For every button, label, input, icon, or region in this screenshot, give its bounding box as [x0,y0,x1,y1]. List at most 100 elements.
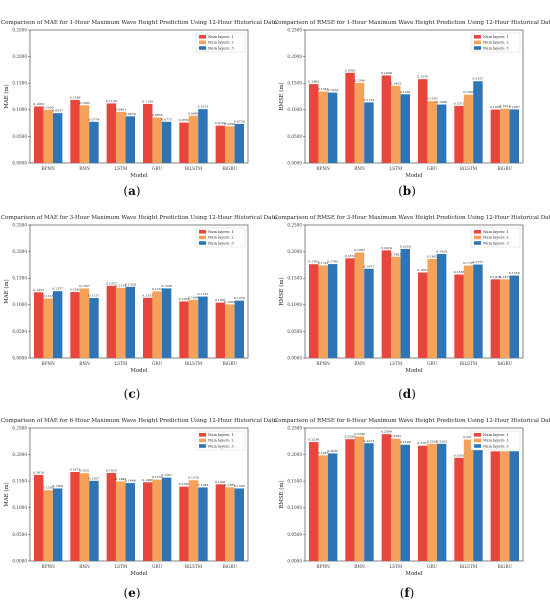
legend-label: Num layers: 1 [483,230,509,234]
data-label: 0.1983 [354,248,365,252]
bar [427,258,437,358]
bar [52,488,63,561]
x-tick-label: BiLSTM [185,564,203,569]
x-tick-label: BPNN [42,564,56,569]
legend-label: Num layers: 3 [208,241,234,245]
data-label: 0.2236 [308,438,319,442]
bar [463,439,474,561]
x-tick-label: LSTM [389,361,402,366]
bar [490,279,501,358]
y-tick-label: 0.1000 [287,302,302,307]
caption-part: ( [398,184,403,198]
data-label: 0.2186 [400,440,411,444]
bar [454,457,464,561]
data-label: 0.1507 [89,476,100,480]
bar [318,265,328,358]
chart-panel-d: Comparison of RMSE for 3-Hour Maximum Wa… [274,215,550,401]
y-tick-label: 0.2500 [12,425,27,430]
bar [463,265,474,358]
data-label: 0.1000 [43,105,54,109]
x-tick-label: BiLSTM [460,361,478,366]
data-label: 0.1452 [390,81,401,85]
x-tick-label: BPNN [42,361,56,366]
data-label: 0.1021 [499,104,510,108]
x-tick-label: LSTM [389,166,402,171]
data-label: 0.1338 [125,282,136,286]
bar [318,455,328,561]
bar [234,123,245,163]
legend-label: Num layers: 3 [208,444,234,448]
legend-swatch [474,235,481,240]
bar [142,482,153,561]
data-label: 0.1235 [33,288,44,292]
y-tick-label: 0.1500 [12,479,27,484]
x-tick-label: RNN [354,166,365,171]
bar [354,82,365,163]
y-tick-label: 0.1500 [287,479,302,484]
x-tick-label: BPNN [42,166,56,171]
x-axis-label: Model [405,173,422,179]
y-axis-label: RMSE (m) [278,82,285,110]
bar [454,105,464,163]
data-label: 0.1007 [509,105,520,109]
bar [125,116,136,163]
data-label: 0.1041 [215,298,226,302]
x-tick-label: LSTM [114,166,127,171]
data-label: 0.2213 [364,439,375,443]
bar [106,103,117,163]
data-label: 0.0961 [115,107,126,111]
y-tick-label: 0.0000 [12,558,27,563]
data-label: 0.1186 [70,95,81,99]
data-label: 0.2340 [354,432,365,436]
x-axis-label: Model [130,173,147,179]
data-label: 0.1576 [417,75,428,79]
y-tick-label: 0.0000 [287,355,302,360]
bar [79,473,90,561]
data-label: 0.2050 [400,244,411,248]
y-tick-label: 0.0500 [12,134,27,139]
x-tick-label: GRU [152,564,162,569]
data-label: 0.1240 [70,288,81,292]
plot-frame [304,224,524,359]
y-tick-label: 0.2500 [287,222,302,227]
y-tick-label: 0.1000 [12,107,27,112]
caption-part: c [128,387,135,401]
data-label: 0.1765 [327,260,338,264]
caption-part: ( [123,184,128,198]
caption-part: ) [410,586,415,600]
data-label: 0.1550 [509,271,520,275]
bar [509,451,520,561]
x-tick-label: BiLSTM [185,361,203,366]
y-axis-label: RMSE (m) [278,277,285,305]
data-label: 0.1677 [364,264,375,268]
legend-swatch [474,241,481,245]
x-tick-label: RNN [79,166,90,171]
bar [89,480,99,561]
data-label: 0.1479 [490,275,501,279]
legend-label: Num layers: 3 [483,46,509,50]
y-tick-label: 0.2000 [12,249,27,254]
y-tick-label: 0.0000 [287,558,302,563]
bar [509,109,520,163]
bar [417,272,428,358]
data-label: 0.1618 [33,470,44,474]
bar [215,484,226,561]
data-label: 0.1094 [188,295,199,299]
plot-frame [29,427,249,562]
plot-frame [304,427,524,562]
bar [215,302,226,358]
y-tick-label: 0.2500 [287,425,302,430]
bar [70,471,80,561]
legend-swatch [199,241,206,245]
x-tick-label: BiGRU [498,564,513,569]
data-label: 0.1284 [463,90,474,94]
data-label: 0.1651 [79,469,90,473]
legend-box [470,227,521,248]
x-tick-label: LSTM [114,564,127,569]
data-label: 0.0702 [215,121,226,125]
y-tick-label: 0.2500 [12,27,27,32]
data-label: 0.1139 [364,98,375,102]
bar [106,285,117,358]
bar [142,104,153,163]
bar [345,72,355,163]
